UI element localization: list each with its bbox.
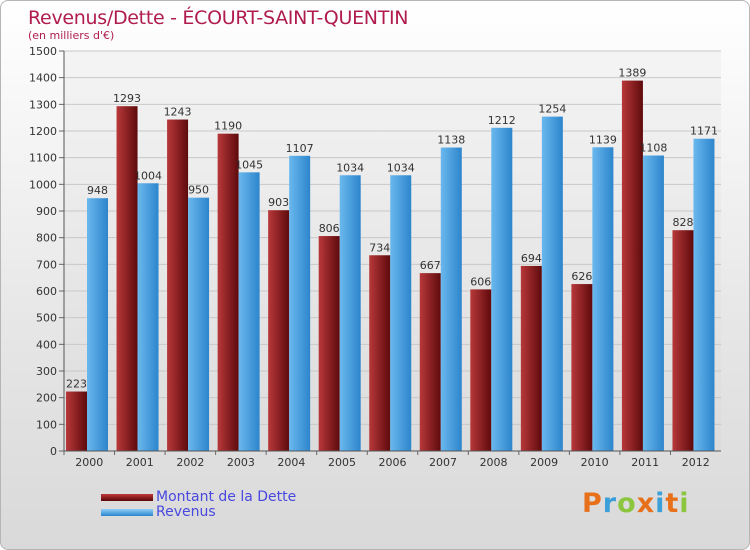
logo-letter: i	[679, 488, 690, 519]
bar-debt	[116, 106, 138, 451]
bar-revenue	[491, 127, 513, 452]
x-tick-label: 2012	[682, 456, 710, 469]
chart-title: Revenus/Dette - ÉCOURT-SAINT-QUENTIN	[28, 7, 409, 29]
x-tick-label: 2007	[429, 456, 457, 469]
legend-item-revenue: Revenus	[101, 504, 216, 520]
bar-debt	[520, 265, 542, 451]
x-tick-label: 2003	[227, 456, 255, 469]
data-label-revenue: 1034	[387, 161, 415, 174]
data-label-debt: 734	[369, 241, 390, 254]
data-label-debt: 903	[268, 196, 289, 209]
x-tick-label: 2011	[631, 456, 659, 469]
data-label-debt: 828	[672, 216, 693, 229]
y-tick-label: 600	[36, 285, 57, 298]
chart-subtitle: (en milliers d'€)	[28, 29, 115, 42]
bar-revenue	[339, 175, 361, 451]
x-tick-label: 2006	[379, 456, 407, 469]
bar-revenue	[289, 155, 311, 452]
legend-swatch-revenue	[101, 508, 153, 516]
data-label-debt: 694	[521, 252, 542, 265]
data-label-debt: 667	[420, 259, 441, 272]
bar-revenue	[188, 197, 210, 451]
data-label-revenue: 948	[87, 184, 108, 197]
data-label-debt: 223	[66, 378, 87, 391]
data-label-revenue: 1171	[690, 125, 718, 138]
data-label-debt: 1243	[164, 106, 192, 119]
legend-item-debt: Montant de la Dette	[101, 489, 296, 505]
data-label-debt: 806	[319, 222, 340, 235]
bar-debt	[66, 391, 87, 451]
bar-revenue	[541, 116, 563, 451]
y-tick-label: 900	[36, 205, 57, 218]
y-tick-label: 1300	[29, 98, 57, 111]
y-tick-label: 300	[36, 365, 57, 378]
data-label-revenue: 1139	[589, 133, 617, 146]
bar-debt	[318, 236, 340, 451]
y-tick-label: 1000	[29, 178, 57, 191]
bar-revenue	[390, 175, 412, 451]
legend-swatch-debt	[101, 493, 153, 501]
data-label-debt: 1190	[214, 120, 242, 133]
logo-letter: o	[617, 488, 637, 519]
legend-label-revenue: Revenus	[156, 504, 216, 520]
bar-debt	[217, 133, 239, 451]
data-label-revenue: 1138	[437, 134, 465, 147]
y-tick-label: 100	[36, 418, 57, 431]
x-tick-label: 2002	[176, 456, 204, 469]
data-label-debt: 606	[470, 275, 491, 288]
y-tick-label: 1100	[29, 152, 57, 165]
bar-revenue	[693, 138, 715, 451]
logo-letter: i	[655, 488, 666, 519]
x-tick-label: 2008	[480, 456, 508, 469]
data-label-revenue: 1107	[286, 142, 314, 155]
y-tick-label: 500	[36, 312, 57, 325]
data-label-debt: 626	[571, 270, 592, 283]
y-tick-label: 700	[36, 258, 57, 271]
y-tick-label: 1500	[29, 45, 57, 58]
x-tick-label: 2005	[328, 456, 356, 469]
bar-revenue	[642, 155, 664, 452]
bar-debt	[672, 230, 694, 451]
x-tick-label: 2000	[75, 456, 103, 469]
y-tick-label: 200	[36, 392, 57, 405]
data-label-revenue: 950	[188, 184, 209, 197]
x-tick-label: 2010	[581, 456, 609, 469]
logo-letter: r	[602, 488, 618, 519]
data-label-revenue: 1254	[538, 103, 566, 116]
bar-debt	[268, 210, 290, 451]
logo-letter: t	[665, 488, 680, 519]
data-label-revenue: 1108	[639, 142, 667, 155]
bar-debt	[167, 119, 189, 452]
bar-revenue	[440, 147, 462, 452]
data-label-revenue: 1212	[488, 114, 516, 127]
legend-label-debt: Montant de la Dette	[156, 489, 297, 505]
data-label-debt: 1293	[113, 92, 141, 105]
data-label-revenue: 1004	[134, 169, 162, 182]
proxiti-logo: Proxiti	[582, 488, 690, 519]
bar-debt	[369, 255, 391, 451]
data-label-revenue: 1045	[235, 158, 263, 171]
bar-debt	[571, 284, 593, 451]
x-tick-label: 2004	[277, 456, 305, 469]
x-tick-label: 2009	[530, 456, 558, 469]
x-tick-label: 2001	[126, 456, 154, 469]
bar-debt	[621, 80, 643, 451]
bar-debt	[470, 289, 492, 451]
y-tick-label: 800	[36, 232, 57, 245]
bar-revenue	[592, 147, 614, 451]
data-label-debt: 1389	[618, 67, 646, 80]
y-tick-label: 1400	[29, 72, 57, 85]
bar-debt	[419, 273, 441, 451]
logo-letter: x	[636, 488, 656, 519]
data-label-revenue: 1034	[336, 161, 364, 174]
y-tick-label: 400	[36, 338, 57, 351]
logo-letter: P	[582, 488, 603, 519]
bar-revenue	[137, 183, 159, 451]
bar-revenue	[238, 172, 260, 452]
y-tick-label: 0	[50, 445, 57, 458]
y-tick-label: 1200	[29, 125, 57, 138]
bar-revenue	[87, 198, 108, 451]
